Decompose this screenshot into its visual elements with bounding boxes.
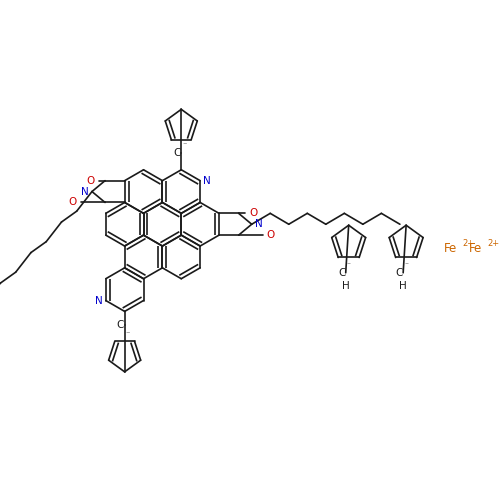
Text: C: C bbox=[173, 148, 180, 158]
Text: ⁻: ⁻ bbox=[404, 261, 408, 270]
Text: Fe: Fe bbox=[444, 242, 458, 254]
Text: 2+: 2+ bbox=[462, 238, 474, 248]
Text: C: C bbox=[396, 268, 403, 278]
Text: C: C bbox=[116, 320, 123, 330]
Text: H: H bbox=[342, 280, 349, 290]
Text: 2+: 2+ bbox=[488, 238, 500, 248]
Text: N: N bbox=[95, 296, 103, 306]
Text: N: N bbox=[254, 219, 262, 229]
Text: O: O bbox=[266, 230, 275, 240]
Text: Fe: Fe bbox=[469, 242, 482, 254]
Text: ⁻: ⁻ bbox=[182, 140, 186, 149]
Text: ⁻: ⁻ bbox=[126, 329, 130, 338]
Text: ⁻: ⁻ bbox=[346, 261, 350, 270]
Text: C: C bbox=[338, 268, 345, 278]
Text: O: O bbox=[249, 208, 258, 218]
Text: O: O bbox=[86, 176, 94, 186]
Text: H: H bbox=[400, 280, 407, 290]
Text: N: N bbox=[203, 176, 211, 186]
Text: N: N bbox=[81, 186, 89, 196]
Text: O: O bbox=[69, 198, 77, 207]
